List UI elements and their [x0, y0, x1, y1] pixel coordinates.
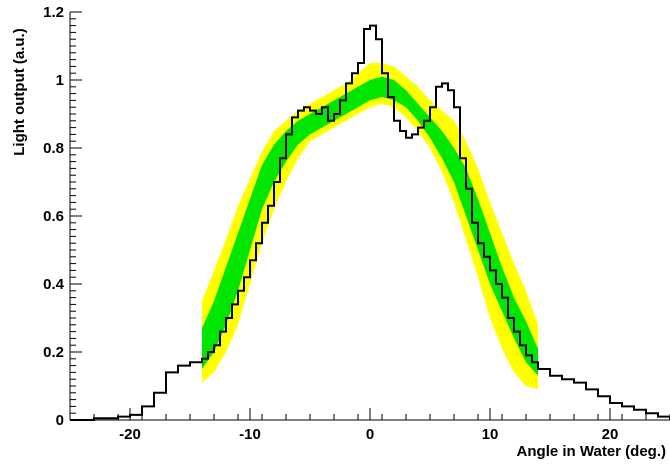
- tick-labels: -20 -10 0 10 20 0 0.2 0.4 0.6 0.8 1 1.2: [43, 4, 618, 443]
- tick-marks: [69, 11, 670, 421]
- y-tick-label: 1.2: [43, 4, 64, 21]
- y-tick-label: 0.8: [43, 140, 64, 157]
- x-axis-label: Angle in Water (deg.): [517, 443, 666, 460]
- x-tick-label: 10: [482, 426, 499, 443]
- y-tick-label: 0.6: [43, 208, 64, 225]
- y-tick-label: 0.4: [43, 276, 65, 293]
- x-tick-label: -10: [239, 426, 261, 443]
- histogram-series: [70, 24, 670, 421]
- y-axis-label: Light output (a.u.): [11, 28, 28, 155]
- y-tick-label: 0: [56, 412, 64, 429]
- x-tick-label: -20: [119, 426, 141, 443]
- histogram-line: [70, 24, 670, 421]
- y-tick-label: 0.2: [43, 344, 64, 361]
- x-tick-label: 20: [602, 426, 619, 443]
- y-tick-label: 1: [56, 72, 64, 89]
- x-tick-label: 0: [366, 426, 374, 443]
